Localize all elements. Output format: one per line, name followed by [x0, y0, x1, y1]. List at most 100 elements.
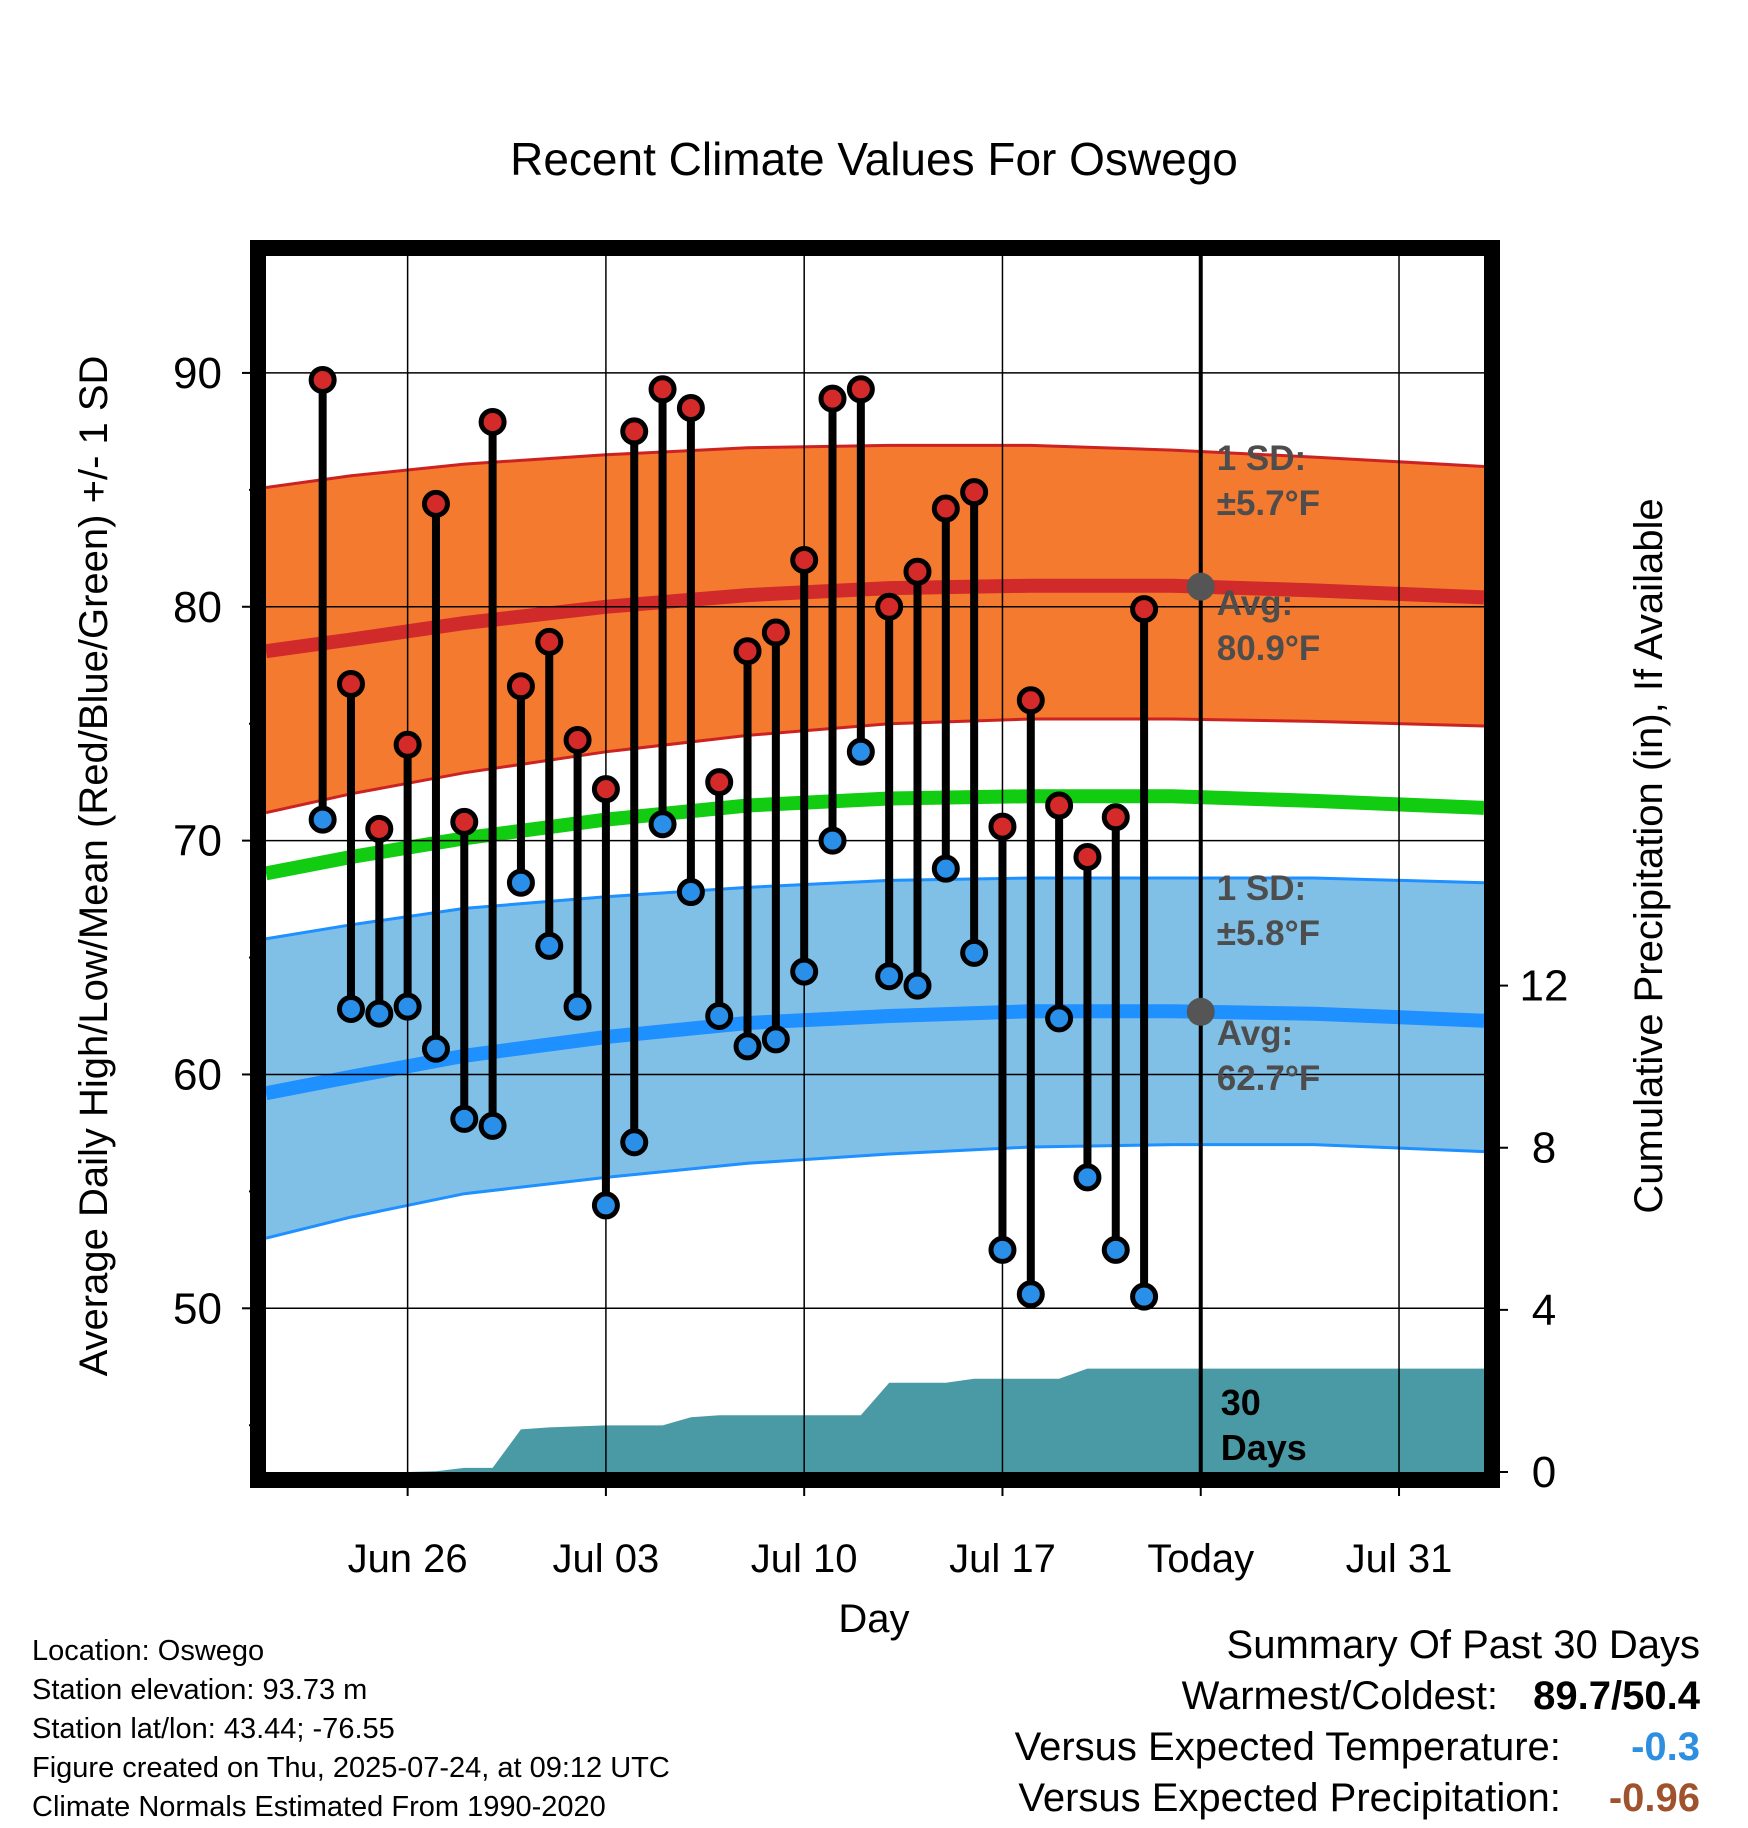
- average-mean-line: [266, 789, 1484, 881]
- daily-low-point: [988, 1235, 1017, 1264]
- daily-high-point: [1045, 791, 1074, 820]
- window-label-number: 30: [1221, 1382, 1261, 1423]
- daily-low-point: [1016, 1280, 1045, 1309]
- daily-low-point: [648, 810, 677, 839]
- daily-low-point: [761, 1025, 790, 1054]
- daily-high-point: [421, 489, 450, 518]
- y-tick-label: 90: [173, 349, 222, 398]
- normals-text: Climate Normals Estimated From 1990-2020: [32, 1791, 606, 1823]
- y2-tick-label: 4: [1532, 1286, 1556, 1335]
- high-avg-label: Avg:: [1217, 584, 1293, 623]
- x-tick-label: Jul 03: [553, 1537, 660, 1581]
- daily-high-point: [450, 807, 479, 836]
- daily-high-point: [903, 557, 932, 586]
- chart-title: Recent Climate Values For Oswego: [510, 133, 1238, 185]
- x-tick-label: Jul 31: [1346, 1537, 1453, 1581]
- elevation-text: Station elevation: 93.73 m: [32, 1674, 368, 1706]
- daily-high-point: [1101, 803, 1130, 832]
- daily-high-point: [931, 494, 960, 523]
- precip-value: -0.96: [1608, 1776, 1700, 1820]
- low-sd-label: 1 SD:: [1217, 869, 1306, 908]
- daily-low-point: [421, 1034, 450, 1063]
- daily-low-point: [1045, 1004, 1074, 1033]
- daily-high-point: [846, 375, 875, 404]
- station-info: Location: Oswego Station elevation: 93.7…: [32, 1632, 670, 1827]
- temp-label: Versus Expected Temperature:: [1014, 1725, 1561, 1769]
- temp-row: Versus Expected Temperature: -0.3: [1015, 1722, 1700, 1773]
- low-sd-band: [266, 878, 1484, 1239]
- daily-low-point: [478, 1111, 507, 1140]
- window-label-unit: Days: [1221, 1427, 1307, 1468]
- y2-tick-label: 8: [1532, 1124, 1556, 1173]
- daily-high-point: [620, 417, 649, 446]
- precipitation-area: [266, 1368, 1484, 1472]
- high-avg-value: 80.9°F: [1217, 629, 1321, 668]
- daily-high-point: [648, 375, 677, 404]
- y-tick-label: 50: [173, 1284, 222, 1333]
- high-sd-label: 1 SD:: [1217, 439, 1306, 478]
- today-low-marker: [1186, 997, 1215, 1026]
- daily-low-point: [875, 962, 904, 991]
- daily-low-point: [620, 1128, 649, 1157]
- y-tick-label: 70: [173, 817, 222, 866]
- daily-high-point: [1073, 842, 1102, 871]
- warmest-label: Warmest/Coldest:: [1181, 1674, 1499, 1718]
- latlon-text: Station lat/lon: 43.44; -76.55: [32, 1713, 395, 1745]
- x-tick-label: Today: [1147, 1537, 1254, 1581]
- daily-low-point: [563, 992, 592, 1021]
- daily-low-point: [931, 854, 960, 883]
- summary-panel: Summary Of Past 30 Days Warmest/Coldest:…: [1015, 1620, 1700, 1824]
- precip-row: Versus Expected Precipitation: -0.96: [1015, 1773, 1700, 1824]
- low-avg-label: Avg:: [1217, 1014, 1293, 1053]
- y-tick-label: 60: [173, 1050, 222, 1099]
- high-sd-value: ±5.7°F: [1217, 484, 1320, 523]
- daily-low-point: [960, 938, 989, 967]
- daily-high-point: [733, 637, 762, 666]
- daily-high-point: [393, 730, 422, 759]
- daily-low-point: [336, 994, 365, 1023]
- y2-axis-title: Cumulative Precipitation (in), If Availa…: [1627, 498, 1671, 1213]
- y2-tick-label: 0: [1532, 1448, 1556, 1497]
- daily-low-point: [1101, 1235, 1130, 1264]
- summary-title: Summary Of Past 30 Days: [1226, 1623, 1700, 1667]
- daily-low-point: [365, 999, 394, 1028]
- daily-high-point: [761, 618, 790, 647]
- temp-value: -0.3: [1631, 1725, 1700, 1769]
- daily-low-point: [591, 1191, 620, 1220]
- daily-high-point: [478, 408, 507, 437]
- daily-high-point: [1016, 686, 1045, 715]
- daily-high-point: [988, 812, 1017, 841]
- daily-low-point: [450, 1104, 479, 1133]
- high-sd-band: [266, 445, 1484, 813]
- daily-low-point: [846, 737, 875, 766]
- daily-low-point: [818, 826, 847, 855]
- daily-high-point: [563, 726, 592, 755]
- y-tick-label: 80: [173, 583, 222, 632]
- daily-high-point: [790, 546, 819, 574]
- precip-label: Versus Expected Precipitation:: [1018, 1776, 1561, 1820]
- daily-high-point: [336, 669, 365, 698]
- low-sd-value: ±5.8°F: [1217, 914, 1320, 953]
- daily-high-point: [535, 627, 564, 656]
- daily-low-point: [393, 992, 422, 1021]
- daily-low-point: [506, 868, 535, 897]
- daily-low-point: [1130, 1282, 1159, 1311]
- low-avg-value: 62.7°F: [1217, 1059, 1321, 1098]
- daily-low-point: [535, 931, 564, 960]
- daily-low-point: [1073, 1163, 1102, 1192]
- x-tick-label: Jul 10: [751, 1537, 858, 1581]
- daily-high-point: [676, 394, 705, 422]
- location-text: Location: Oswego: [32, 1635, 265, 1667]
- daily-high-point: [591, 775, 620, 804]
- daily-low-point: [733, 1032, 762, 1061]
- daily-high-point: [705, 768, 734, 797]
- warmest-row: Warmest/Coldest: 89.7/50.4: [1015, 1671, 1700, 1722]
- y2-tick-label: 12: [1520, 962, 1569, 1011]
- daily-high-point: [818, 384, 847, 413]
- daily-high-point: [506, 672, 535, 701]
- daily-high-point: [308, 365, 337, 394]
- daily-low-point: [308, 805, 337, 834]
- today-high-marker: [1186, 572, 1215, 601]
- warmest-value: 89.7/50.4: [1533, 1674, 1700, 1718]
